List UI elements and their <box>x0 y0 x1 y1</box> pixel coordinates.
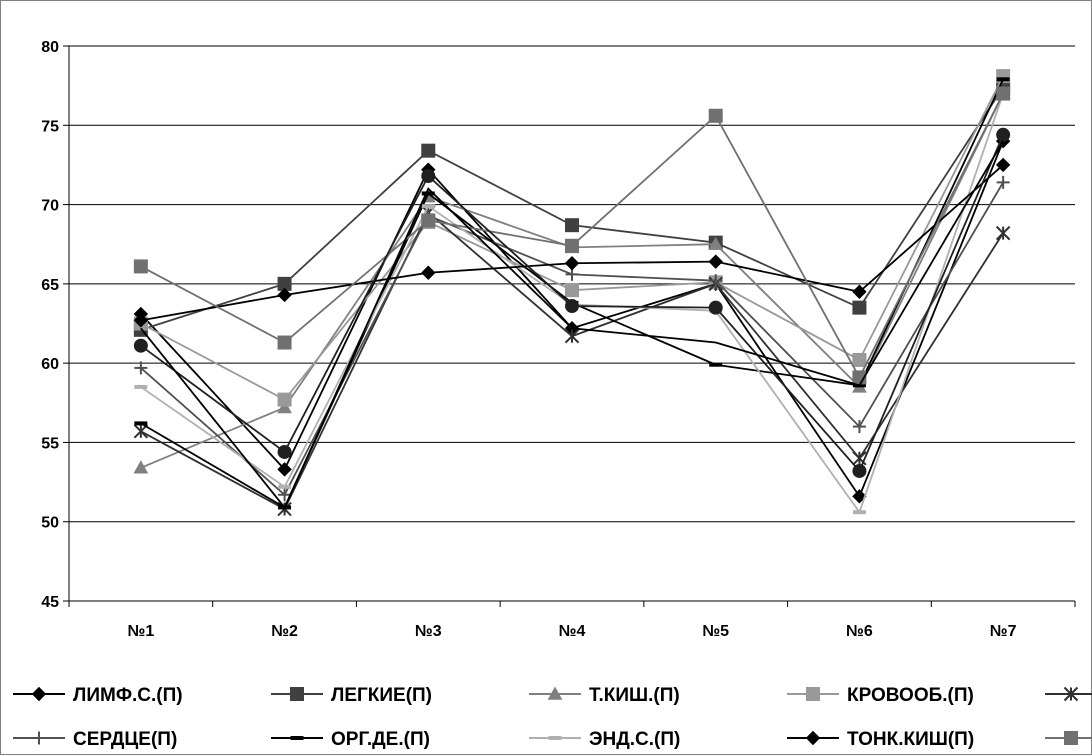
legend-item: ЛЕГКИЕ(П) <box>271 685 432 706</box>
data-point <box>134 361 148 375</box>
legend-marker <box>805 730 821 746</box>
series-6 <box>134 175 1010 502</box>
data-point <box>565 218 579 233</box>
data-point <box>277 392 292 407</box>
legend-marker <box>290 687 304 701</box>
legend-item <box>1045 686 1092 702</box>
data-point <box>277 287 292 303</box>
x-tick-label: №2 <box>271 623 298 640</box>
data-point <box>995 225 1011 241</box>
x-tick-label: №3 <box>415 623 442 640</box>
legend-label: ОРГ.ДЕ.(П) <box>331 729 430 750</box>
x-tick-label: №7 <box>990 623 1017 640</box>
x-tick-label: №4 <box>559 623 586 640</box>
axes: 45 50 55 60 65 70 75 80 №1 №2 №3 №4 №5 №6 №7 <box>41 39 1076 640</box>
series-lines <box>133 69 1011 517</box>
legend-label: Т.КИШ.(П) <box>589 685 680 706</box>
y-tick-label: 60 <box>41 356 59 373</box>
legend-item: ОРГ.ДЕ.(П) <box>271 729 430 750</box>
legend: ЛИМФ.С.(П) ЛЕГКИЕ(П) Т.КИШ.(П) КРОВООБ.(П) С… <box>13 685 1092 750</box>
legend-marker <box>32 731 46 745</box>
data-point <box>708 254 723 269</box>
data-point <box>421 169 436 184</box>
data-point <box>564 256 580 271</box>
legend-marker <box>1063 686 1079 702</box>
legend-item: Т.КИШ.(П) <box>529 685 680 706</box>
series-line <box>140 140 1004 499</box>
x-tick-label: №6 <box>846 623 873 640</box>
legend-item: ЛИМФ.С.(П) <box>13 685 183 706</box>
data-point <box>564 328 580 344</box>
series-12 <box>140 140 1004 510</box>
series-line <box>140 140 1004 510</box>
data-point <box>421 213 436 228</box>
series-11 <box>133 127 1011 478</box>
gridlines <box>69 45 1075 523</box>
y-tick-label: 65 <box>41 277 59 294</box>
legend-label: СЕРДЦЕ(П) <box>73 729 177 750</box>
data-point <box>277 462 292 477</box>
data-point <box>565 283 579 298</box>
y-tick-label: 45 <box>41 594 59 611</box>
data-point <box>565 299 579 314</box>
legend-marker <box>1064 731 1078 745</box>
data-point <box>852 463 867 478</box>
legend-item: ТОНК.КИШ(П) <box>787 729 974 750</box>
y-tick-label: 80 <box>41 39 59 56</box>
data-point <box>133 424 149 439</box>
series-9 <box>133 157 1011 328</box>
data-point <box>277 400 292 414</box>
data-point <box>278 488 292 502</box>
data-point <box>565 238 579 253</box>
data-point <box>852 284 867 299</box>
data-point <box>133 259 148 274</box>
legend-label: ЛЕГКИЕ(П) <box>331 685 432 706</box>
y-tick-label: 55 <box>41 435 59 452</box>
data-point <box>708 108 723 123</box>
legend-item: ЭНД.С.(П) <box>529 729 680 750</box>
series-4 <box>133 69 1011 407</box>
data-point <box>421 143 436 158</box>
data-point <box>996 86 1011 101</box>
data-point <box>133 460 149 474</box>
legend-marker <box>547 686 563 700</box>
data-point <box>852 489 867 504</box>
data-point <box>995 157 1011 173</box>
data-point <box>277 335 292 350</box>
data-point <box>277 444 292 459</box>
data-point <box>709 274 723 288</box>
legend-item: СЕРДЦЕ(П) <box>13 729 177 750</box>
data-point <box>996 127 1011 142</box>
legend-item: КРОВООБ.(П) <box>787 685 974 706</box>
legend-label: КРОВООБ.(П) <box>847 685 974 706</box>
legend-label: ЛИМФ.С.(П) <box>73 685 183 706</box>
x-tick-label: №5 <box>702 623 729 640</box>
legend-label: ЭНД.С.(П) <box>589 729 680 750</box>
legend-marker <box>31 686 47 702</box>
data-point <box>708 236 724 250</box>
legend-marker <box>806 687 820 701</box>
data-point <box>421 265 436 280</box>
data-point <box>133 313 149 328</box>
data-point <box>133 338 148 353</box>
data-point <box>708 300 723 315</box>
series-line <box>140 75 1004 401</box>
data-point <box>852 352 867 367</box>
y-tick-label: 70 <box>41 198 59 215</box>
y-tick-label: 75 <box>41 118 59 135</box>
y-tick-label: 50 <box>41 515 59 532</box>
data-point <box>852 420 866 434</box>
series-1 <box>133 133 1011 504</box>
legend-label: ТОНК.КИШ(П) <box>847 729 974 750</box>
data-point <box>996 175 1010 189</box>
legend-item <box>1045 731 1092 745</box>
data-point <box>852 300 867 315</box>
x-tick-label: №1 <box>127 623 154 640</box>
